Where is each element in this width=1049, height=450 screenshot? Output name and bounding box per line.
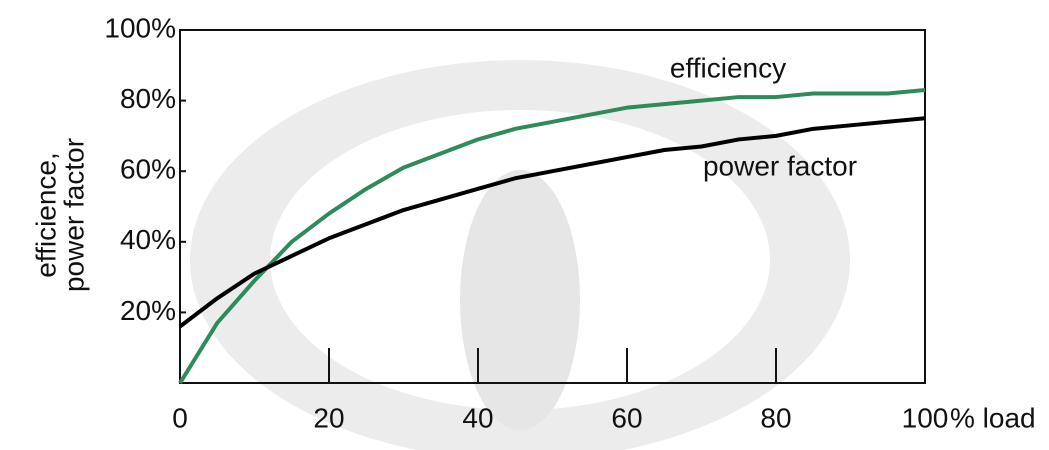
chart: efficience, power factor % load 20% 40% 60… — [0, 0, 1049, 450]
y-tick-label: 40% — [120, 224, 176, 255]
x-axis-label: % load — [950, 402, 1036, 433]
x-tick-label: 20 — [313, 402, 344, 433]
x-tick-label: 0 — [172, 402, 188, 433]
y-axis-label: efficience, power factor — [30, 138, 89, 292]
watermark — [190, 60, 850, 450]
y-tick-label: 60% — [120, 154, 176, 185]
x-tick-label: 40 — [462, 402, 493, 433]
y-label-line: efficience, — [30, 152, 61, 278]
y-tick-label: 80% — [120, 83, 176, 114]
y-tick-label: 20% — [120, 295, 176, 326]
x-tick-label: 100 — [902, 402, 949, 433]
y-tick-label: 100% — [104, 12, 176, 43]
series-label: power factor — [703, 150, 857, 181]
series-label: efficiency — [670, 52, 786, 83]
x-tick-label: 80 — [760, 402, 791, 433]
y-label-line: power factor — [58, 138, 89, 292]
x-tick-label: 60 — [611, 402, 642, 433]
